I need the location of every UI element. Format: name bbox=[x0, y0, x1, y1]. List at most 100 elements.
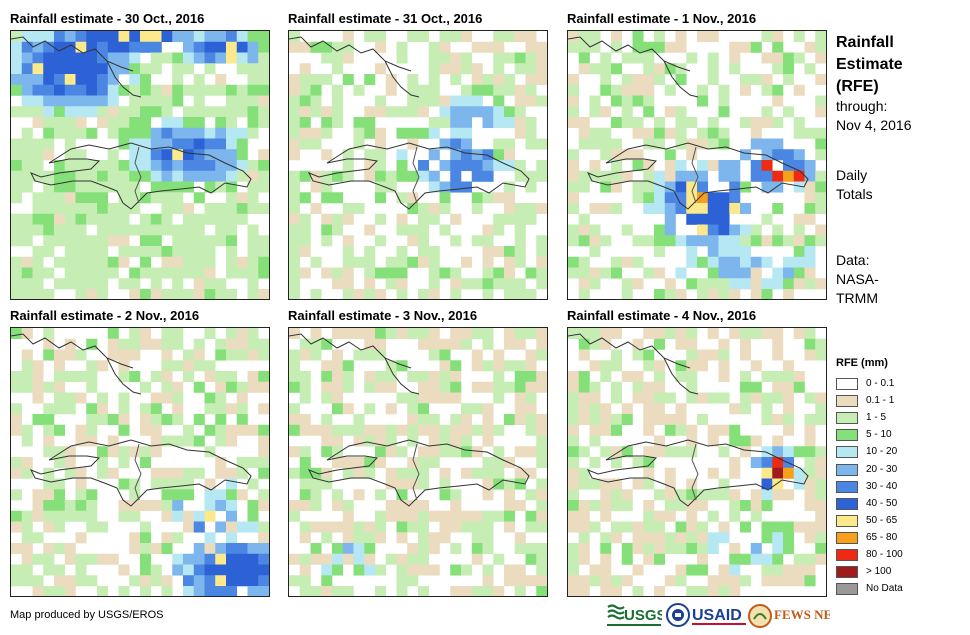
rainfall-cell bbox=[578, 224, 590, 236]
rainfall-cell bbox=[21, 235, 33, 247]
rainfall-cell bbox=[804, 478, 816, 490]
rainfall-cell bbox=[236, 349, 248, 361]
rainfall-cell bbox=[64, 338, 76, 350]
rainfall-cell bbox=[215, 575, 227, 587]
rainfall-cell bbox=[418, 510, 430, 522]
rainfall-cell bbox=[729, 267, 741, 279]
rainfall-cell bbox=[97, 213, 109, 225]
rainfall-cell bbox=[589, 414, 601, 426]
rainfall-cell bbox=[536, 235, 547, 247]
rainfall-cell bbox=[43, 553, 55, 565]
rainfall-cell bbox=[750, 160, 762, 172]
rainfall-cell bbox=[418, 106, 430, 118]
rainfall-cell bbox=[525, 349, 537, 361]
rainfall-cell bbox=[482, 41, 494, 53]
rainfall-cell bbox=[289, 31, 301, 43]
rainfall-cell bbox=[172, 95, 184, 107]
rainfall-cell bbox=[289, 181, 301, 193]
rainfall-cell bbox=[75, 467, 87, 479]
rainfall-cell bbox=[396, 267, 408, 279]
rainfall-cell bbox=[161, 106, 173, 118]
rainfall-cell bbox=[504, 478, 516, 490]
rainfall-cell bbox=[514, 467, 526, 479]
rainfall-cell bbox=[342, 403, 354, 415]
rainfall-cell bbox=[600, 532, 612, 544]
rainfall-cell bbox=[332, 192, 344, 204]
rainfall-cell bbox=[654, 521, 666, 533]
rainfall-cell bbox=[525, 521, 537, 533]
rainfall-cell bbox=[578, 338, 590, 350]
rainfall-cell bbox=[450, 106, 462, 118]
rainfall-cell bbox=[450, 149, 462, 161]
rainfall-cell bbox=[64, 170, 76, 182]
rainfall-cell bbox=[568, 31, 580, 43]
rainfall-cell bbox=[578, 371, 590, 383]
rainfall-cell bbox=[118, 349, 130, 361]
rainfall-cell bbox=[750, 457, 762, 469]
rainfall-cell bbox=[289, 106, 301, 118]
rainfall-cell bbox=[654, 510, 666, 522]
rainfall-cell bbox=[504, 267, 516, 279]
rainfall-cell bbox=[793, 117, 805, 129]
rainfall-cell bbox=[21, 371, 33, 383]
rainfall-cell bbox=[97, 235, 109, 247]
rainfall-cell bbox=[461, 127, 473, 139]
rainfall-cell bbox=[226, 510, 238, 522]
rainfall-cell bbox=[504, 106, 516, 118]
rainfall-cell bbox=[64, 181, 76, 193]
rainfall-cell bbox=[578, 532, 590, 544]
rainfall-cell bbox=[236, 213, 248, 225]
rainfall-cell bbox=[697, 414, 709, 426]
rainfall-cell bbox=[385, 267, 397, 279]
rainfall-cell bbox=[686, 170, 698, 182]
rainfall-cell bbox=[568, 564, 580, 576]
rainfall-cell bbox=[364, 328, 376, 340]
rainfall-cell bbox=[32, 74, 44, 86]
legend-label: 40 - 50 bbox=[866, 497, 898, 509]
rainfall-cell bbox=[75, 256, 87, 268]
rainfall-cell bbox=[332, 489, 344, 501]
rainfall-cell bbox=[643, 328, 655, 340]
rainfall-cell bbox=[418, 586, 430, 596]
rainfall-cell bbox=[450, 170, 462, 182]
rainfall-cell bbox=[461, 278, 473, 290]
rainfall-cell bbox=[385, 381, 397, 393]
rainfall-cell bbox=[407, 328, 419, 340]
rainfall-cell bbox=[129, 543, 141, 555]
rainfall-cell bbox=[75, 575, 87, 587]
rainfall-cell bbox=[64, 392, 76, 404]
rainfall-cell bbox=[611, 256, 623, 268]
rainfall-cell bbox=[396, 392, 408, 404]
rainfall-cell bbox=[600, 338, 612, 350]
rainfall-cell bbox=[493, 467, 505, 479]
rainfall-cell bbox=[418, 95, 430, 107]
rainfall-cell bbox=[815, 500, 826, 512]
rainfall-cell bbox=[482, 457, 494, 469]
rainfall-cell bbox=[215, 213, 227, 225]
rainfall-cell bbox=[804, 256, 816, 268]
rainfall-cell bbox=[310, 521, 322, 533]
rainfall-cell bbox=[664, 543, 676, 555]
country-border bbox=[691, 443, 699, 501]
rainfall-cell bbox=[97, 181, 109, 193]
rainfall-cell bbox=[493, 553, 505, 565]
rainfall-cell bbox=[342, 267, 354, 279]
rainfall-cell bbox=[697, 564, 709, 576]
rainfall-cell bbox=[43, 127, 55, 139]
rainfall-cell bbox=[461, 414, 473, 426]
rainfall-cell bbox=[129, 289, 141, 299]
rainfall-cell bbox=[11, 256, 23, 268]
rainfall-cell bbox=[193, 106, 205, 118]
rainfall-cell bbox=[236, 149, 248, 161]
rainfall-cell bbox=[353, 138, 365, 150]
rainfall-cell bbox=[750, 543, 762, 555]
rainfall-cell bbox=[804, 349, 816, 361]
rainfall-cell bbox=[140, 381, 152, 393]
rainfall-cell bbox=[482, 510, 494, 522]
rainfall-cell bbox=[589, 392, 601, 404]
rainfall-cell bbox=[450, 278, 462, 290]
rainfall-cell bbox=[504, 84, 516, 96]
rainfall-cell bbox=[86, 203, 98, 215]
rainfall-cell bbox=[772, 63, 784, 75]
rainfall-cell bbox=[718, 84, 730, 96]
